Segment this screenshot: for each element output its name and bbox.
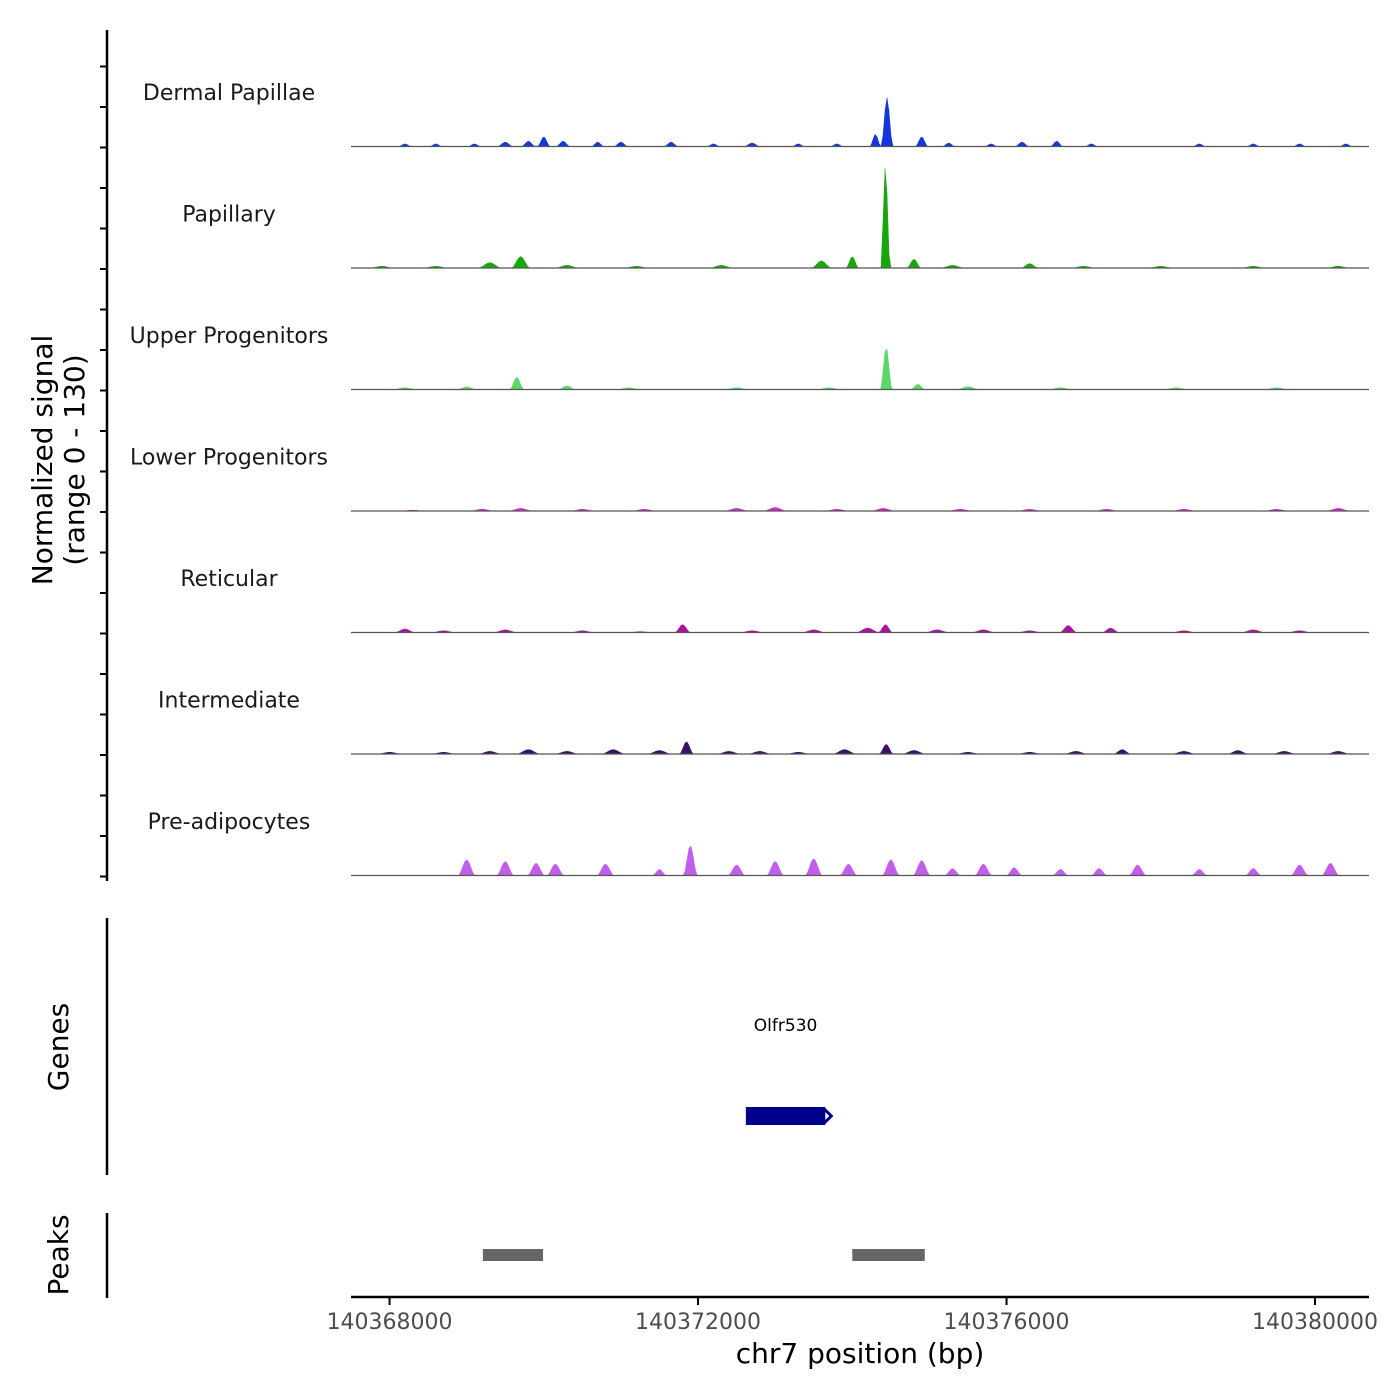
y-axis-label: Normalized signal bbox=[26, 335, 59, 586]
track-upper-progenitors: Upper Progenitors bbox=[130, 324, 1369, 391]
track-label: Upper Progenitors bbox=[130, 324, 329, 349]
y-axis-range-label: (range 0 - 130) bbox=[58, 354, 91, 565]
peaks-track-label: Peaks bbox=[42, 1214, 75, 1295]
track-lower-progenitors: Lower Progenitors bbox=[130, 446, 1369, 512]
coverage-area bbox=[351, 348, 1369, 390]
genes-track-label: Genes bbox=[42, 1003, 75, 1091]
coverage-area bbox=[351, 97, 1369, 148]
gene-body bbox=[745, 1107, 826, 1125]
y-axis-title: Normalized signal (range 0 - 130) bbox=[26, 335, 91, 586]
x-tick-label: 140380000 bbox=[1252, 1310, 1378, 1335]
track-label: Pre-adipocytes bbox=[148, 810, 311, 835]
x-tick-label: 140372000 bbox=[635, 1310, 761, 1335]
coverage-area bbox=[351, 168, 1369, 269]
track-papillary: Papillary bbox=[182, 168, 1369, 269]
x-tick-label: 140368000 bbox=[327, 1310, 453, 1335]
coverage-tracks: Dermal Papillae Papillary Upper Progenitor… bbox=[130, 81, 1369, 877]
strand-arrow-icon bbox=[822, 1106, 834, 1126]
peak-region bbox=[482, 1249, 544, 1261]
track-label: Dermal Papillae bbox=[143, 81, 315, 106]
coverage-y-axis-ticks bbox=[100, 65, 107, 878]
gene-track: Olfr530 bbox=[745, 1016, 834, 1126]
coverage-area bbox=[351, 845, 1369, 876]
gene-label: Olfr530 bbox=[754, 1016, 818, 1036]
coverage-area bbox=[351, 741, 1369, 755]
peak-track bbox=[482, 1249, 925, 1261]
coverage-area bbox=[351, 624, 1369, 633]
track-label: Reticular bbox=[180, 567, 278, 592]
track-label: Intermediate bbox=[158, 689, 300, 714]
x-axis-ticks: 140368000 140372000 140376000 140380000 bbox=[327, 1297, 1378, 1335]
track-dermal-papillae: Dermal Papillae bbox=[143, 81, 1369, 148]
track-pre-adipocytes: Pre-adipocytes bbox=[148, 810, 1369, 877]
peak-region bbox=[852, 1249, 925, 1261]
x-axis-label: chr7 position (bp) bbox=[736, 1337, 985, 1370]
track-label: Lower Progenitors bbox=[130, 446, 328, 471]
x-tick-label: 140376000 bbox=[944, 1310, 1070, 1335]
track-label: Papillary bbox=[182, 203, 276, 228]
track-intermediate: Intermediate bbox=[158, 689, 1369, 755]
track-reticular: Reticular bbox=[180, 567, 1369, 634]
gene-olfr530: Olfr530 bbox=[745, 1016, 834, 1126]
